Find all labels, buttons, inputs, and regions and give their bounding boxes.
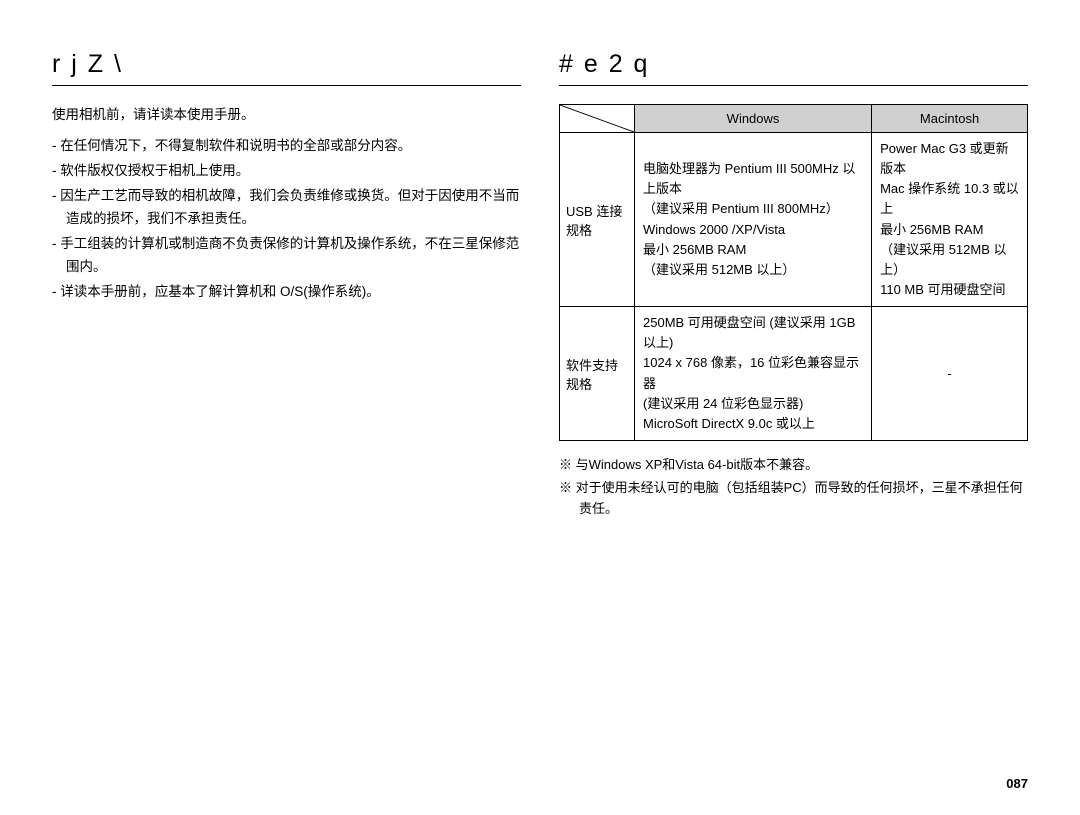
table-header-row: Windows Macintosh — [560, 105, 1028, 133]
note-item: ※ 与Windows XP和Vista 64-bit版本不兼容。 — [559, 455, 1028, 476]
right-column: # e 2 q Windows Macintosh USB 连接规格 电脑处理器… — [559, 50, 1028, 521]
cell-software-windows: 250MB 可用硬盘空间 (建议采用 1GB 以上)1024 x 768 像素，… — [635, 307, 872, 441]
page-number: 087 — [1006, 776, 1028, 791]
col-header-windows: Windows — [635, 105, 872, 133]
bullet-item: - 在任何情况下，不得复制软件和说明书的全部或部分内容。 — [52, 135, 521, 158]
left-column: r j Z \ 使用相机前，请详读本使用手册。 - 在任何情况下，不得复制软件和… — [52, 50, 521, 521]
right-heading: # e 2 q — [559, 50, 1028, 79]
cell-usb-mac: Power Mac G3 或更新版本Mac 操作系统 10.3 或以上最小 25… — [872, 133, 1028, 307]
table-row: 软件支持规格 250MB 可用硬盘空间 (建议采用 1GB 以上)1024 x … — [560, 307, 1028, 441]
diagonal-cell — [560, 105, 635, 133]
bullet-item: - 因生产工艺而导致的相机故障，我们会负责维修或换货。但对于因使用不当而造成的损… — [52, 185, 521, 231]
intro-text: 使用相机前，请详读本使用手册。 — [52, 104, 521, 127]
col-header-macintosh: Macintosh — [872, 105, 1028, 133]
left-divider — [52, 85, 521, 86]
bullet-item: - 软件版权仅授权于相机上使用。 — [52, 160, 521, 183]
cell-usb-windows: 电脑处理器为 Pentium III 500MHz 以上版本（建议采用 Pent… — [635, 133, 872, 307]
row-label-usb: USB 连接规格 — [560, 133, 635, 307]
bullet-item: - 手工组装的计算机或制造商不负责保修的计算机及操作系统，不在三星保修范围内。 — [52, 233, 521, 279]
left-heading: r j Z \ — [52, 50, 521, 79]
right-divider — [559, 85, 1028, 86]
left-bullet-list: - 在任何情况下，不得复制软件和说明书的全部或部分内容。 - 软件版权仅授权于相… — [52, 135, 521, 304]
row-label-software: 软件支持规格 — [560, 307, 635, 441]
note-item: ※ 对于使用未经认可的电脑（包括组装PC）而导致的任何损坏，三星不承担任何责任。 — [559, 478, 1028, 520]
spec-table: Windows Macintosh USB 连接规格 电脑处理器为 Pentiu… — [559, 104, 1028, 441]
bullet-item: - 详读本手册前，应基本了解计算机和 O/S(操作系统)。 — [52, 281, 521, 304]
table-row: USB 连接规格 电脑处理器为 Pentium III 500MHz 以上版本（… — [560, 133, 1028, 307]
cell-software-mac: - — [872, 307, 1028, 441]
notes-section: ※ 与Windows XP和Vista 64-bit版本不兼容。 ※ 对于使用未… — [559, 455, 1028, 519]
